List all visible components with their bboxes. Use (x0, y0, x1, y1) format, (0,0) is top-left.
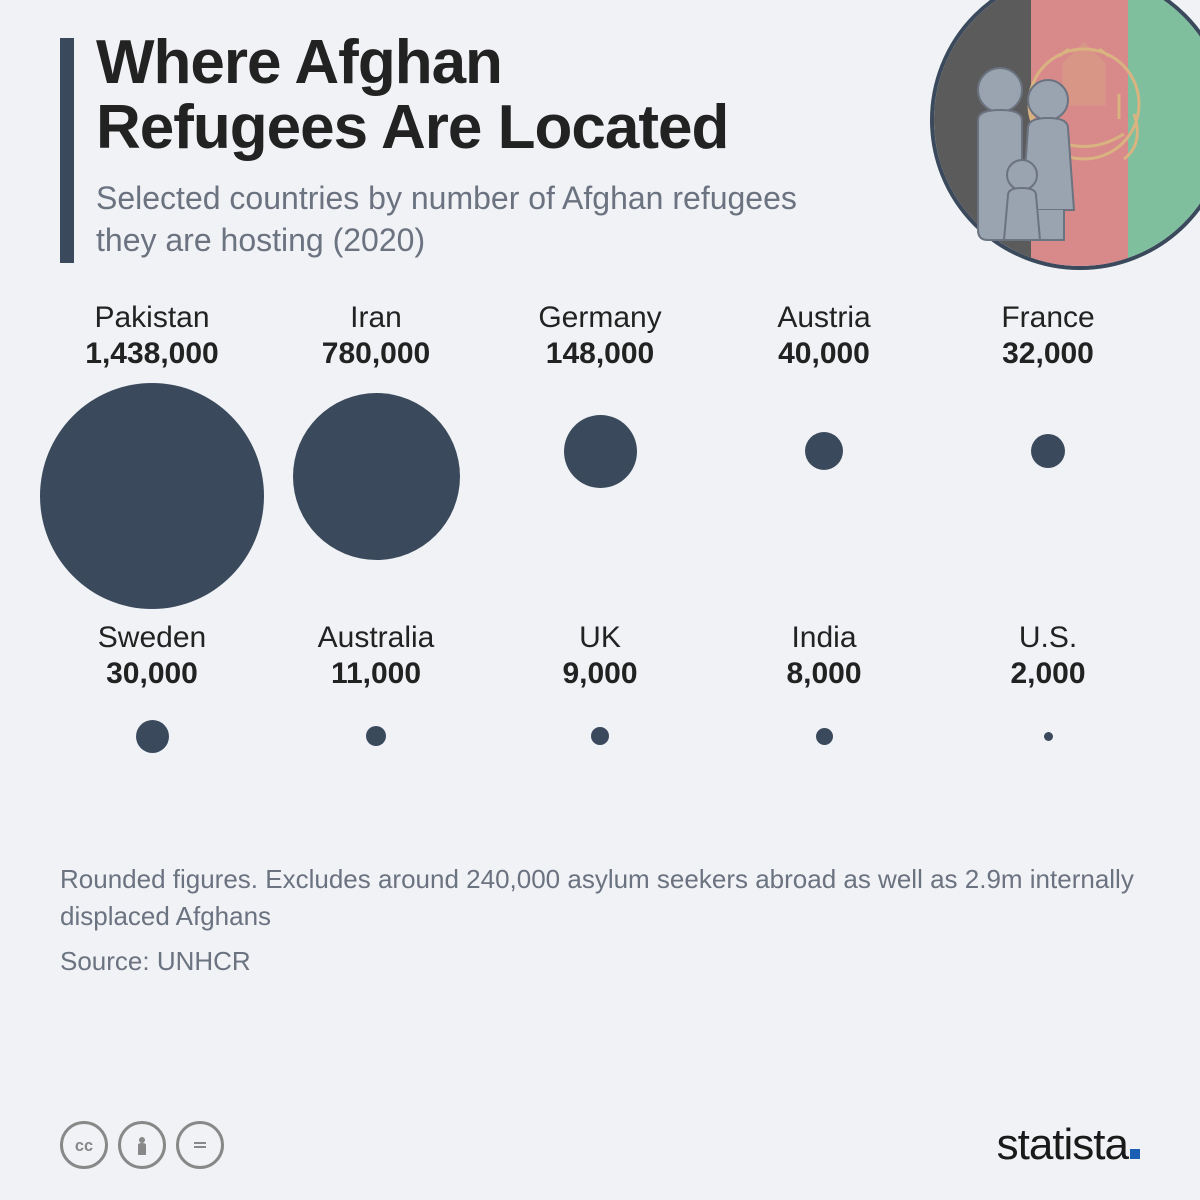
brand-text: statista (997, 1120, 1128, 1169)
country-label: India (712, 621, 936, 655)
source-label: Source: UNHCR (0, 934, 1200, 977)
bubble (1044, 732, 1053, 741)
value-label: 780,000 (264, 337, 488, 371)
attribution-icon (118, 1121, 166, 1169)
cc-icon: cc (60, 1121, 108, 1169)
value-label: 30,000 (40, 657, 264, 691)
country-label: Australia (264, 621, 488, 655)
bubble-grid: Pakistan1,438,000Iran780,000Germany148,0… (0, 281, 1200, 851)
bubble-cell: UK9,000 (488, 621, 712, 851)
header: Where Afghan Refugees Are Located Select… (0, 0, 1200, 281)
value-label: 9,000 (488, 657, 712, 691)
footer: cc statista (0, 1120, 1200, 1170)
value-label: 148,000 (488, 337, 712, 371)
bubble-cell: Austria40,000 (712, 301, 936, 621)
value-label: 2,000 (936, 657, 1160, 691)
country-label: France (936, 301, 1160, 335)
bubble (1031, 434, 1065, 468)
value-label: 8,000 (712, 657, 936, 691)
bubble (816, 728, 833, 745)
bubble-cell: Sweden30,000 (40, 621, 264, 851)
value-label: 11,000 (264, 657, 488, 691)
bubble (805, 432, 843, 470)
bubble-cell: Pakistan1,438,000 (40, 301, 264, 621)
bubble-cell: U.S.2,000 (936, 621, 1160, 851)
bubble-cell: France32,000 (936, 301, 1160, 621)
subtitle: Selected countries by number of Afghan r… (96, 178, 816, 261)
bubble-cell: Iran780,000 (264, 301, 488, 621)
country-label: Germany (488, 301, 712, 335)
flag-badge (930, 0, 1200, 270)
country-label: U.S. (936, 621, 1160, 655)
country-label: Pakistan (40, 301, 264, 335)
country-label: Sweden (40, 621, 264, 655)
brand-dot-icon (1130, 1149, 1140, 1159)
bubble-cell: Germany148,000 (488, 301, 712, 621)
license-icons: cc (60, 1121, 224, 1169)
statista-logo: statista (997, 1120, 1140, 1170)
bubble-cell: India8,000 (712, 621, 936, 851)
value-label: 1,438,000 (40, 337, 264, 371)
bubble (366, 726, 386, 746)
bubble (136, 720, 169, 753)
value-label: 32,000 (936, 337, 1160, 371)
no-derivatives-icon (176, 1121, 224, 1169)
title-line1: Where Afghan (96, 28, 502, 97)
footnote: Rounded figures. Excludes around 240,000… (0, 851, 1200, 934)
bubble-cell: Australia11,000 (264, 621, 488, 851)
bubble (564, 415, 637, 488)
country-label: Austria (712, 301, 936, 335)
bubble (40, 383, 264, 609)
family-icon (960, 60, 1100, 250)
bubble (293, 393, 460, 560)
country-label: Iran (264, 301, 488, 335)
title-line2: Refugees Are Located (96, 93, 728, 162)
svg-text:cc: cc (75, 1137, 93, 1155)
value-label: 40,000 (712, 337, 936, 371)
country-label: UK (488, 621, 712, 655)
title-accent-bar (60, 38, 74, 263)
bubble (591, 727, 609, 745)
